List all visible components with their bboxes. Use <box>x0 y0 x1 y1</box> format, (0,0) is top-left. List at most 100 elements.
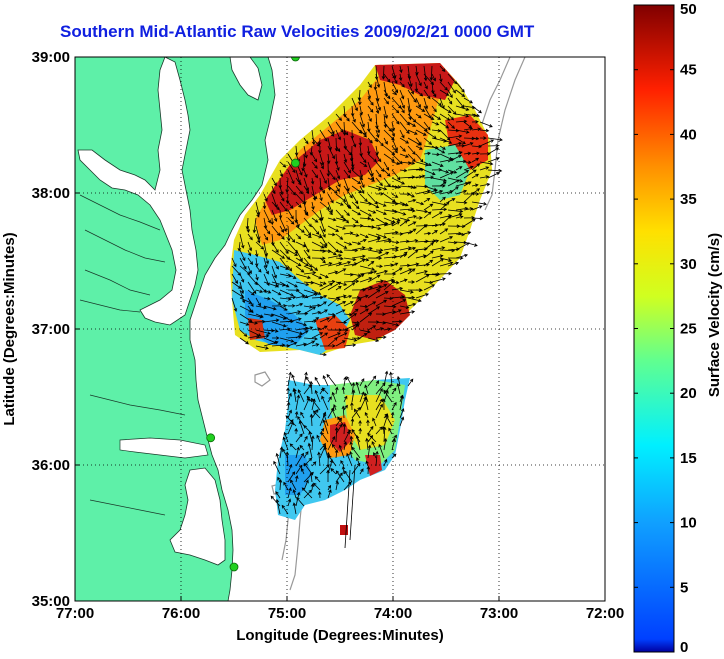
velocity-arrow <box>295 273 311 280</box>
velocity-arrow <box>407 214 417 219</box>
velocity-arrow <box>287 317 302 323</box>
velocity-arrow <box>311 233 323 239</box>
velocity-arrow <box>431 272 441 276</box>
lat-tick-label: 36:00 <box>32 457 70 474</box>
velocity-arrow <box>375 209 387 215</box>
velocity-arrow <box>359 312 373 323</box>
velocity-arrow <box>247 233 253 241</box>
velocity-arrow <box>255 209 260 218</box>
velocity-arrow <box>351 246 366 251</box>
velocity-arrow <box>294 410 299 419</box>
velocity-arrow <box>343 185 353 199</box>
velocity-arrow <box>359 265 375 271</box>
velocity-arrow <box>463 97 473 104</box>
velocity-arrow <box>423 242 434 251</box>
velocity-arrow <box>375 321 387 325</box>
velocity-arrow <box>311 169 319 179</box>
velocity-arrow <box>439 73 443 83</box>
velocity-arrow <box>399 268 413 275</box>
velocity-arrow <box>365 437 369 451</box>
velocity-arrow <box>431 189 444 195</box>
velocity-arrow <box>415 113 422 119</box>
velocity-arrow <box>252 217 257 234</box>
velocity-arrow <box>351 241 362 246</box>
velocity-arrow <box>479 121 493 128</box>
velocity-arrow <box>231 297 238 312</box>
velocity-arrow <box>375 185 388 191</box>
velocity-arrow <box>471 201 488 206</box>
velocity-arrow <box>372 417 377 427</box>
velocity-arrow <box>439 196 446 203</box>
velocity-arrow <box>350 418 355 427</box>
velocity-arrow <box>399 137 410 144</box>
velocity-arrow <box>271 241 279 253</box>
velocity-arrow <box>455 215 464 219</box>
velocity-arrow <box>471 136 480 141</box>
velocity-arrow <box>372 452 377 459</box>
velocity-arrow <box>366 465 371 475</box>
velocity-arrow <box>375 312 386 316</box>
velocity-arrow <box>331 408 337 419</box>
velocity-arrow <box>287 471 296 483</box>
velocity-arrow <box>311 303 322 308</box>
velocity-arrow <box>287 265 293 272</box>
velocity-arrow <box>447 134 463 139</box>
velocity-arrow <box>287 310 302 315</box>
velocity-arrow <box>330 467 337 475</box>
lon-tick-label: 76:00 <box>162 605 200 622</box>
velocity-arrow <box>367 97 374 106</box>
velocity-arrow <box>367 325 377 331</box>
velocity-arrow <box>399 251 408 259</box>
velocity-arrow <box>399 201 409 207</box>
velocity-arrow <box>367 209 377 214</box>
velocity-arrow <box>487 172 501 179</box>
velocity-arrow <box>343 153 348 164</box>
velocity-arrow <box>319 262 333 267</box>
velocity-arrow <box>351 113 356 123</box>
velocity-arrow <box>359 378 365 387</box>
velocity-arrow <box>378 443 385 459</box>
velocity-arrow <box>297 389 305 403</box>
velocity-arrow <box>350 401 354 411</box>
velocity-arrow <box>310 177 315 185</box>
velocity-arrow <box>375 450 379 467</box>
velocity-arrow <box>311 153 318 163</box>
velocity-arrow <box>351 428 361 443</box>
velocity-arrow <box>343 343 357 347</box>
velocity-arrow <box>391 185 402 189</box>
velocity-arrow <box>335 423 343 435</box>
velocity-arrow <box>407 378 414 387</box>
velocity-arrow <box>479 190 491 195</box>
velocity-arrow <box>367 444 372 459</box>
lon-tick-label: 77:00 <box>56 605 94 622</box>
velocity-arrow <box>447 113 455 121</box>
velocity-arrow <box>343 395 348 403</box>
velocity-arrow <box>359 329 371 334</box>
velocity-arrow <box>327 270 339 275</box>
velocity-arrow <box>463 181 472 187</box>
velocity-arrow <box>319 193 323 202</box>
velocity-arrow <box>271 289 282 296</box>
velocity-arrow <box>327 312 336 317</box>
rivers <box>79 194 186 516</box>
velocity-arrow <box>319 464 330 475</box>
radar-station-marker <box>291 158 300 168</box>
velocity-arrow <box>303 435 308 443</box>
velocity-arrow <box>326 161 331 177</box>
velocity-arrow <box>471 151 481 156</box>
velocity-arrow <box>375 299 388 307</box>
velocity-arrow <box>292 502 297 515</box>
velocity-arrow <box>270 495 281 507</box>
velocity-arrow <box>375 264 383 269</box>
velocity-arrow <box>263 257 268 269</box>
velocity-arrow <box>271 185 276 195</box>
velocity-arrow <box>335 249 344 254</box>
velocity-arrow <box>296 497 305 507</box>
velocity-arrow <box>455 224 466 229</box>
velocity-arrow <box>447 81 456 94</box>
velocity-arrow <box>335 177 341 188</box>
velocity-arrow <box>407 268 416 275</box>
velocity-arrow <box>439 105 452 113</box>
velocity-arrow <box>415 129 427 136</box>
velocity-arrow <box>327 232 336 237</box>
